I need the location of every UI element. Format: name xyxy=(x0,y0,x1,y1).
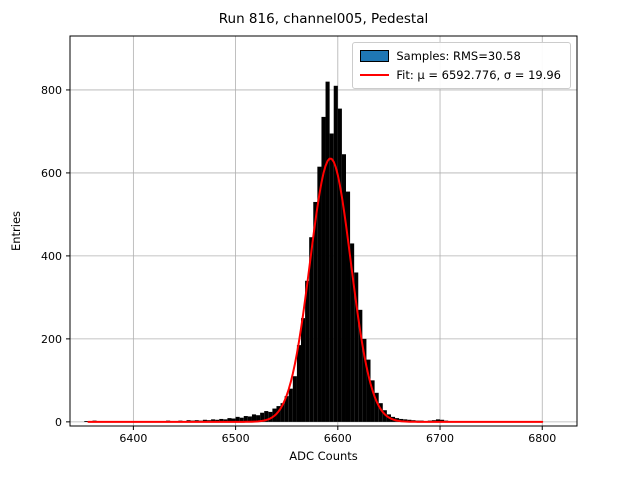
fit-curve xyxy=(87,157,544,423)
x-tick-label: 6400 xyxy=(119,432,147,445)
legend-samples-label: Samples: RMS=30.58 xyxy=(396,49,521,63)
y-tick-label: 800 xyxy=(41,84,62,97)
x-tick-label: 6700 xyxy=(426,432,454,445)
tick-labels: 6400 6500 6600 6700 6800 0 200 400 600 800 xyxy=(41,84,556,445)
tick-marks xyxy=(66,89,543,430)
y-tick-label: 0 xyxy=(55,416,62,429)
axes-frame xyxy=(69,35,578,427)
samples-swatch-icon xyxy=(360,50,390,62)
y-tick-label: 200 xyxy=(41,333,62,346)
fit-line-icon xyxy=(360,74,390,76)
legend-entry-samples: Samples: RMS=30.58 xyxy=(360,49,561,63)
chart-title: Run 816, channel005, Pedestal xyxy=(218,11,429,27)
legend-fit-label: Fit: μ = 6592.776, σ = 19.96 xyxy=(396,68,561,82)
y-axis-label: Entries xyxy=(9,210,23,252)
y-tick-label: 600 xyxy=(41,167,62,180)
legend: Samples: RMS=30.58 Fit: μ = 6592.776, σ … xyxy=(352,42,571,89)
x-axis-label: ADC Counts xyxy=(289,449,358,463)
x-tick-label: 6500 xyxy=(222,432,250,445)
legend-entry-fit: Fit: μ = 6592.776, σ = 19.96 xyxy=(360,68,561,82)
x-tick-label: 6800 xyxy=(528,432,556,445)
y-tick-label: 400 xyxy=(41,250,62,263)
x-tick-label: 6600 xyxy=(324,432,352,445)
histogram-bars xyxy=(84,81,543,422)
